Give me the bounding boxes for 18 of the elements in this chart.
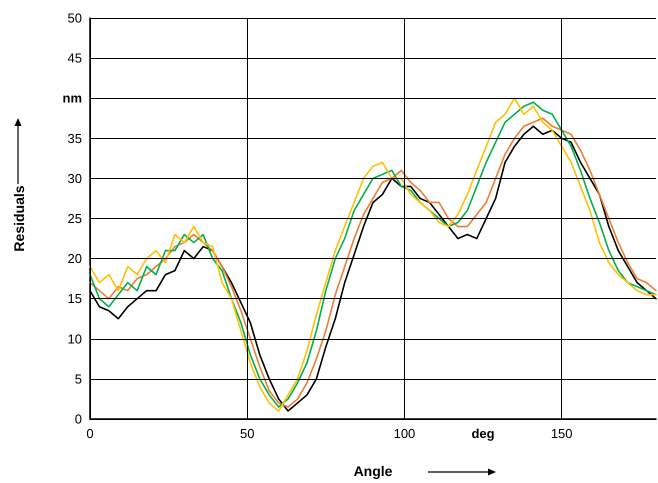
x-tick-label: deg bbox=[471, 426, 495, 441]
y-tick-label: 25 bbox=[68, 211, 82, 226]
y-tick-label: nm bbox=[62, 90, 82, 106]
y-tick-label: 50 bbox=[68, 10, 82, 26]
y-tick-label: 45 bbox=[68, 50, 82, 66]
y-tick-label: 15 bbox=[68, 291, 82, 306]
y-tick-label: 10 bbox=[68, 331, 82, 346]
y-axis-title: Residuals bbox=[11, 185, 27, 252]
x-axis-title: Angle bbox=[354, 463, 393, 479]
y-tick-label: 30 bbox=[68, 170, 82, 186]
x-tick-label: 150 bbox=[550, 426, 573, 441]
y-tick-label: 35 bbox=[68, 130, 82, 146]
x-tick-label: 0 bbox=[86, 426, 94, 441]
y-tick-label: 5 bbox=[74, 371, 82, 386]
y-tick-label: 20 bbox=[68, 251, 82, 266]
x-tick-label: 100 bbox=[394, 426, 416, 441]
x-tick-label: 50 bbox=[240, 426, 254, 441]
y-tick-label: 0 bbox=[74, 412, 82, 426]
